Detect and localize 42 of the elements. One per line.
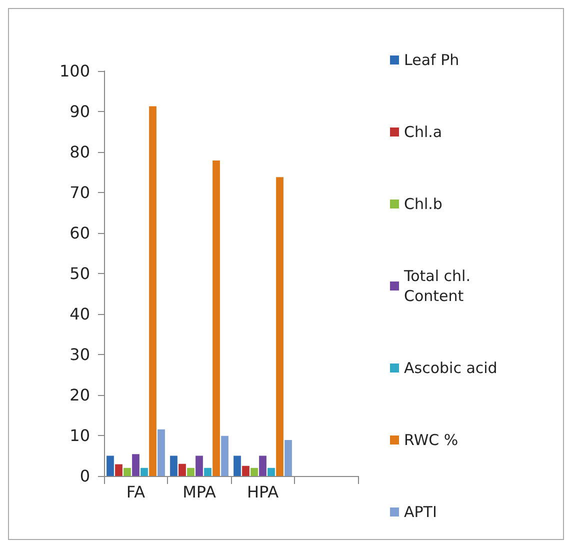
bar bbox=[140, 468, 148, 476]
bar bbox=[242, 466, 250, 476]
bar bbox=[124, 468, 131, 476]
y-tick-label: 0 bbox=[80, 466, 90, 486]
bar bbox=[234, 456, 241, 476]
y-tick-label: 20 bbox=[70, 386, 90, 404]
y-tick-label: 90 bbox=[70, 102, 90, 121]
legend-label: Chl.a bbox=[404, 123, 442, 141]
bar bbox=[212, 160, 220, 476]
bar bbox=[204, 468, 212, 476]
x-tick-label: FA bbox=[126, 482, 146, 502]
bar bbox=[250, 468, 258, 476]
y-tick-label: 100 bbox=[59, 62, 90, 80]
y-tick-label: 60 bbox=[70, 224, 90, 242]
bar bbox=[284, 440, 292, 476]
legend-label: Ascobic acid bbox=[404, 359, 498, 377]
y-tick-label: 80 bbox=[70, 142, 90, 162]
legend-label: Leaf Ph bbox=[404, 51, 460, 69]
legend-label: Chl.b bbox=[404, 195, 442, 213]
bar bbox=[132, 454, 140, 476]
x-tick-label: MPA bbox=[182, 482, 216, 502]
bar bbox=[106, 456, 114, 476]
bar bbox=[158, 429, 165, 476]
bar bbox=[259, 456, 266, 476]
legend-label: Total chl. Content bbox=[403, 267, 476, 305]
y-tick-label: 10 bbox=[70, 426, 90, 445]
bar bbox=[268, 468, 275, 476]
y-tick-label: 70 bbox=[70, 183, 90, 202]
bar bbox=[221, 436, 228, 476]
bar bbox=[196, 456, 203, 476]
x-tick-label: HPA bbox=[246, 482, 279, 502]
bar bbox=[115, 464, 122, 476]
legend-label: RWC % bbox=[404, 431, 458, 449]
legend-label: APTI bbox=[404, 503, 437, 521]
bar bbox=[276, 177, 284, 476]
y-tick-label: 50 bbox=[70, 264, 90, 283]
bar bbox=[149, 106, 156, 476]
bar bbox=[170, 456, 178, 476]
bar bbox=[178, 464, 186, 476]
y-tick-label: 40 bbox=[70, 304, 90, 324]
bar bbox=[187, 468, 194, 476]
y-tick-label: 30 bbox=[70, 345, 90, 364]
